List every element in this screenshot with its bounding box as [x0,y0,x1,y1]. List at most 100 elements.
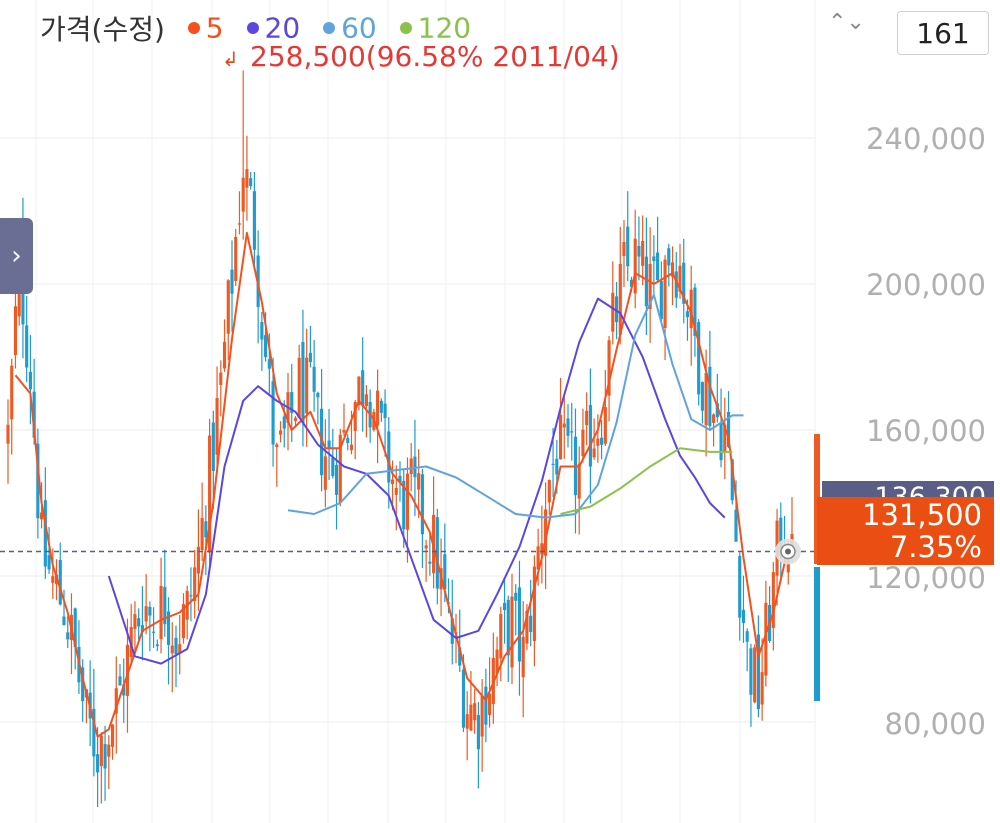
candle-body [148,606,152,616]
candle-body [756,634,760,710]
candle-body [110,724,115,747]
candle-body [271,381,275,445]
candle-body [73,608,77,648]
candle-body [536,546,540,570]
max-price-label: 258,500(96.58% 2011/04) [250,40,620,73]
candle-body [704,373,708,426]
candle-body [678,265,682,292]
candle-body [771,572,775,628]
max-price-annotation: ↲ 258,500(96.58% 2011/04) [222,40,620,73]
candle-body [588,405,592,467]
candle-body [719,422,723,461]
candle-body [36,443,40,519]
candle-body [301,342,305,424]
candle-body [786,559,790,573]
candle-body [327,440,331,449]
candle-body [260,322,264,340]
candle-body [125,644,130,696]
candle-body [502,602,507,611]
candle-body [278,430,283,435]
candle-body [320,408,324,476]
candle-body [558,415,563,460]
candle-body [394,487,398,495]
candle-body [47,555,51,570]
current-marker-dot [785,548,791,555]
moving-average-lines [14,231,790,738]
candle-body [402,480,406,530]
candle-body [506,599,510,656]
candle-body [450,618,454,644]
candle-body [137,618,141,627]
candle-body [349,444,354,451]
candle-body [140,625,144,633]
updown-stepper-icon[interactable]: ⌃⌄ [828,12,865,54]
expand-panel-button[interactable]: › [0,218,33,294]
y-tick-200000: 200,000 [866,268,986,302]
ma5-line [14,231,790,738]
candle-body [745,631,749,642]
candle-body [753,647,757,703]
candle-body [222,341,227,369]
candle-body [517,587,522,662]
candle-body [760,672,764,705]
candle-body [166,611,171,645]
candle-body [155,644,159,647]
candle-body [293,417,298,421]
candle-body [652,256,656,262]
candle-body [476,715,480,750]
candle-body [305,357,309,414]
candle-body [275,444,279,448]
candle-body [390,479,395,485]
candle-body [174,637,178,655]
candle-body [700,381,704,411]
candle-body [66,632,70,640]
candle-body [592,448,596,458]
candle-body [547,479,551,503]
candle-body [6,424,10,444]
candle-body [499,613,503,659]
visible-count-field[interactable]: 161 [897,11,989,55]
candle-body [353,402,357,431]
y-tick-240000: 240,000 [866,122,986,156]
candle-body [28,371,32,390]
candle-body [196,546,200,574]
candle-body [525,610,529,644]
candle-body [379,400,383,413]
candle-body [741,609,746,623]
candle-body [338,434,342,503]
candle-body [544,509,548,556]
candle-body [637,246,641,257]
candle-body [480,695,484,737]
legend-ma120: 120 [386,10,471,45]
candle-body [540,543,544,555]
candle-body [532,566,536,642]
candle-body [435,517,439,589]
candle-body [473,703,477,721]
chart-legend: 가격(수정) 5 20 60 120 [40,8,471,48]
candle-body [81,667,85,702]
ma20-dot-icon [246,22,259,34]
candle-body [667,248,671,266]
candle-body [200,518,204,551]
candle-body [342,430,346,433]
candle-body [144,606,148,622]
candle-body [290,392,294,414]
candle-body [779,517,783,556]
candle-body [346,437,350,444]
visible-count-value: 161 [916,16,970,50]
candle-body [626,226,630,267]
legend-ma60: 60 [309,10,377,45]
max-arrow-icon: ↲ [222,47,239,71]
candle-body [208,435,212,553]
candle-body [734,509,738,542]
candle-body [458,647,462,666]
legend-ma20: 20 [233,10,300,45]
candle-body [364,394,368,407]
candle-body [282,416,286,429]
candle-body [376,390,380,426]
candle-body [357,376,361,405]
candle-body [249,178,253,187]
candle-body [715,403,719,418]
candle-body [118,676,122,686]
